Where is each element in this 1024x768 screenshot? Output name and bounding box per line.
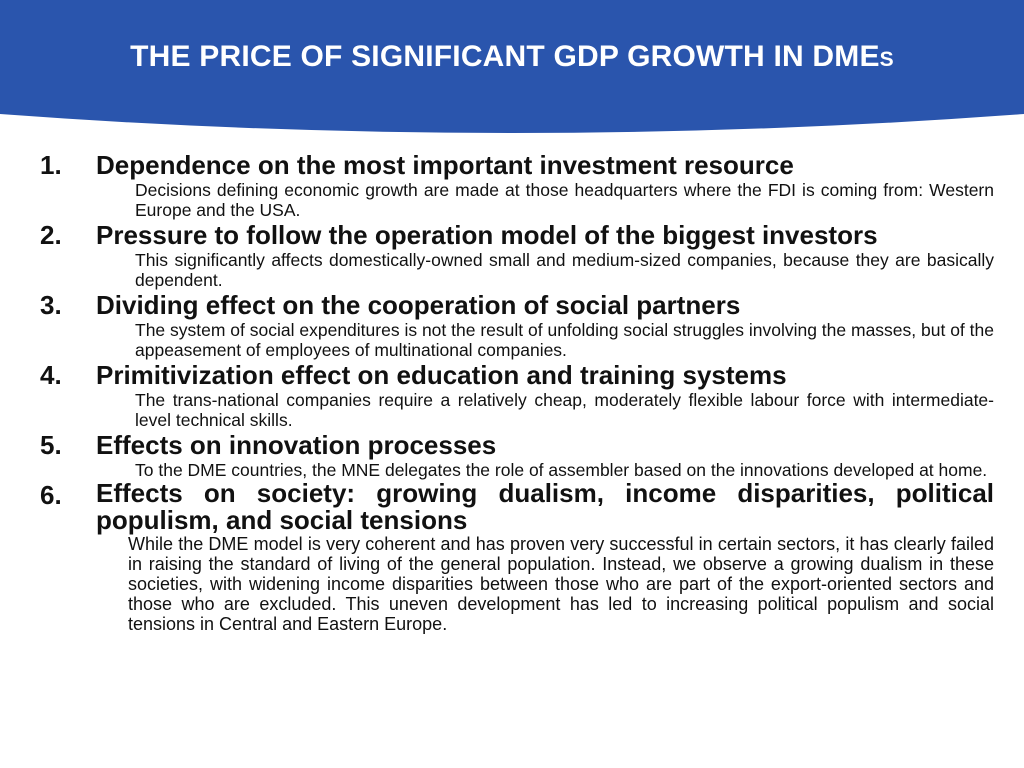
- item-description: The trans-national companies require a r…: [135, 390, 994, 430]
- title-banner-shape: [0, 0, 1024, 133]
- numbered-list: 1. Dependence on the most important inve…: [40, 150, 994, 634]
- item-description: The system of social expenditures is not…: [135, 320, 994, 360]
- list-item: 2. Pressure to follow the operation mode…: [40, 220, 994, 290]
- page-title-main: THE PRICE OF SIGNIFICANT GDP GROWTH IN D…: [130, 40, 880, 73]
- item-description: Decisions defining economic growth are m…: [135, 180, 994, 220]
- item-number: 6.: [40, 480, 62, 510]
- item-heading: Effects on society: growing dualism, inc…: [96, 478, 994, 535]
- item-heading: Dividing effect on the cooperation of so…: [96, 290, 741, 320]
- item-number: 1.: [40, 150, 62, 180]
- item-heading: Primitivization effect on education and …: [96, 360, 787, 390]
- list-item: 4. Primitivization effect on education a…: [40, 360, 994, 430]
- item-description: To the DME countries, the MNE delegates …: [135, 460, 988, 480]
- item-heading: Dependence on the most important investm…: [96, 150, 794, 180]
- item-heading: Pressure to follow the operation model o…: [96, 220, 878, 250]
- page-title: THE PRICE OF SIGNIFICANT GDP GROWTH IN D…: [0, 40, 1024, 74]
- item-description: While the DME model is very coherent and…: [128, 534, 994, 634]
- item-heading: Effects on innovation processes: [96, 430, 497, 460]
- title-banner: THE PRICE OF SIGNIFICANT GDP GROWTH IN D…: [0, 0, 1024, 140]
- list-item: 3. Dividing effect on the cooperation of…: [40, 290, 994, 360]
- item-description: This significantly affects domestically-…: [135, 250, 994, 290]
- item-number: 5.: [40, 430, 62, 460]
- page-title-suffix: S: [879, 48, 894, 71]
- item-number: 3.: [40, 290, 62, 320]
- list-item: 6. Effects on society: growing dualism, …: [40, 478, 994, 635]
- item-number: 2.: [40, 220, 62, 250]
- item-number: 4.: [40, 360, 62, 390]
- list-item: 1. Dependence on the most important inve…: [40, 150, 994, 220]
- list-item: 5. Effects on innovation processes To th…: [40, 430, 994, 480]
